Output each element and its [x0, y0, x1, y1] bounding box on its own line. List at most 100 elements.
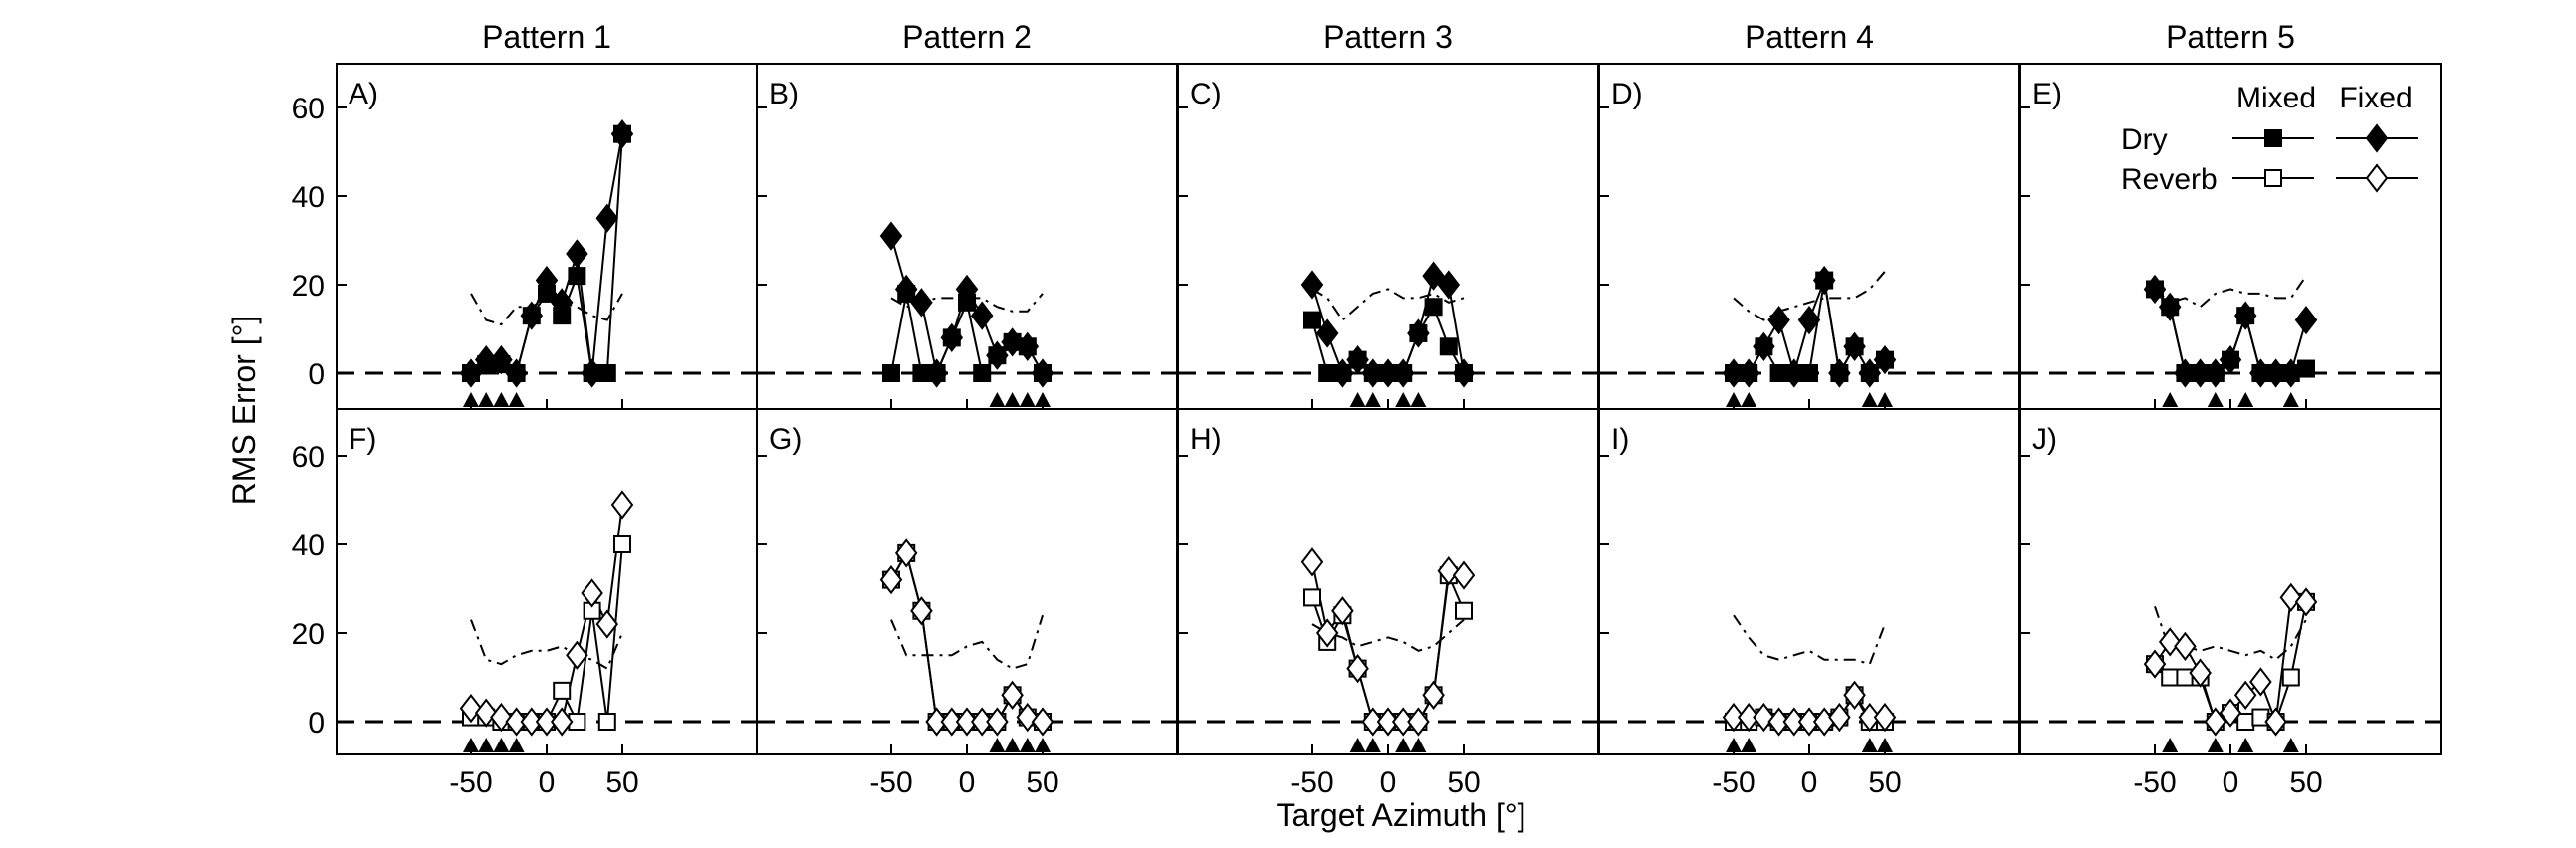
- panel-c: C): [1177, 63, 1599, 410]
- reference-line: [1733, 614, 1886, 666]
- x-tick-label: 50: [2289, 766, 2322, 799]
- x-tick-label: -50: [449, 766, 492, 799]
- fixed-point: [2189, 358, 2212, 388]
- fixed-point: [595, 203, 619, 233]
- column-title: Pattern 2: [902, 19, 1032, 55]
- fixed-point: [535, 707, 559, 737]
- mixed-point: [1439, 337, 1458, 356]
- reference-line: [890, 614, 1044, 670]
- y-tick-label: 0: [308, 358, 325, 391]
- fixed-point: [2279, 582, 2303, 613]
- mixed-point: [1303, 588, 1321, 607]
- target-marker: [493, 738, 510, 752]
- target-marker: [1410, 738, 1427, 752]
- fixed-point: [986, 707, 1009, 737]
- mixed-point: [1303, 311, 1321, 329]
- legend-reverb-fixed-marker: [2365, 163, 2389, 193]
- fixed-point: [910, 596, 933, 626]
- target-marker: [989, 392, 1006, 407]
- target-marker: [1395, 392, 1412, 407]
- legend-dry-fixed-marker: [2365, 123, 2389, 153]
- panels-layer: 0 20 40 60 A) B) C) D) E) 0 20 40 60 -50 0 50 F) -50 0 50 G)…: [292, 63, 2442, 799]
- fixed-point: [1407, 707, 1430, 737]
- fixed-point: [1843, 680, 1866, 710]
- fixed-point: [2249, 667, 2272, 697]
- target-marker: [2282, 392, 2299, 407]
- panel-label: E): [2032, 78, 2062, 110]
- fixed-point: [1797, 305, 1821, 335]
- fixed-point: [505, 358, 528, 388]
- panel-a: 0 20 40 60 A): [292, 63, 758, 410]
- mixed-point: [1455, 601, 1473, 620]
- fixed-point: [550, 707, 574, 737]
- fixed-point: [2264, 358, 2287, 388]
- mixed-point: [568, 267, 586, 286]
- x-tick-label: 0: [959, 766, 976, 799]
- panel-d: D): [1598, 63, 2020, 410]
- x-tick-label: -50: [1290, 766, 1333, 799]
- fixed-point: [2219, 698, 2242, 728]
- fixed-point: [1452, 358, 1476, 388]
- fixed-point: [2143, 274, 2167, 305]
- target-marker: [1364, 738, 1381, 752]
- panel-frame: [336, 408, 758, 755]
- reference-line: [1733, 271, 1886, 321]
- fixed-point: [2174, 358, 2197, 388]
- panel-frame: [336, 63, 758, 410]
- panel-label: G): [769, 423, 802, 456]
- fixed-point: [1001, 680, 1024, 710]
- panel-g: -50 0 50 G): [756, 408, 1178, 799]
- fixed-point: [1737, 702, 1760, 733]
- fixed-point: [1828, 358, 1851, 388]
- panel-h: -50 0 50 H): [1177, 408, 1599, 799]
- fixed-point: [2158, 292, 2182, 321]
- fixed-point: [1812, 265, 1836, 296]
- target-marker: [2282, 738, 2299, 752]
- fixed-point: [1873, 702, 1897, 733]
- y-tick-label: 0: [308, 707, 325, 740]
- legend-dry-mixed-marker: [2264, 129, 2282, 147]
- fixed-point: [2174, 631, 2197, 661]
- panel-label: C): [1190, 78, 1222, 110]
- y-axis-label: RMS Error [°]: [226, 316, 262, 506]
- fixed-point: [581, 358, 603, 388]
- legend-mixed-header: Mixed: [2236, 82, 2316, 114]
- x-tick-label: 0: [2223, 766, 2239, 799]
- mixed-point: [882, 364, 900, 382]
- fixed-point: [1315, 618, 1339, 648]
- reference-line: [1311, 288, 1465, 322]
- fixed-point: [1873, 345, 1897, 375]
- legend-fixed-header: Fixed: [2339, 82, 2412, 114]
- target-marker: [478, 392, 495, 407]
- target-marker: [1861, 392, 1878, 407]
- fixed-point: [1722, 702, 1746, 733]
- fixed-point: [1422, 680, 1445, 710]
- column-titles: Pattern 1 Pattern 2 Pattern 3 Pattern 4 Patt…: [482, 19, 2295, 55]
- target-marker: [493, 392, 510, 407]
- fixed-point: [2233, 301, 2257, 330]
- fixed-point: [1331, 358, 1354, 388]
- fixed-point: [2294, 587, 2318, 617]
- panel-label: I): [1611, 423, 1629, 456]
- fixed-point: [1300, 547, 1324, 577]
- fixed-point: [2264, 707, 2287, 737]
- fixed-point: [970, 707, 994, 737]
- panel-j: -50 0 50 J): [2019, 408, 2442, 799]
- fixed-series-line: [470, 133, 623, 375]
- fixed-point: [925, 707, 948, 737]
- fixed-point: [1422, 261, 1445, 291]
- x-tick-label: 0: [1801, 766, 1818, 799]
- legend-reverb-mixed-marker: [2264, 169, 2282, 187]
- reference-line: [1311, 618, 1465, 652]
- target-marker: [1726, 392, 1742, 407]
- fixed-point: [474, 345, 498, 375]
- panel-frame: [1177, 63, 1599, 410]
- fixed-point: [970, 301, 994, 330]
- x-tick-label: 50: [1447, 766, 1480, 799]
- fixed-point: [940, 322, 964, 353]
- target-marker: [1349, 738, 1366, 752]
- mixed-point: [1424, 298, 1443, 317]
- x-axis-label: Target Azimuth [°]: [1276, 797, 1525, 833]
- fixed-point: [566, 239, 588, 269]
- target-marker: [2162, 738, 2179, 752]
